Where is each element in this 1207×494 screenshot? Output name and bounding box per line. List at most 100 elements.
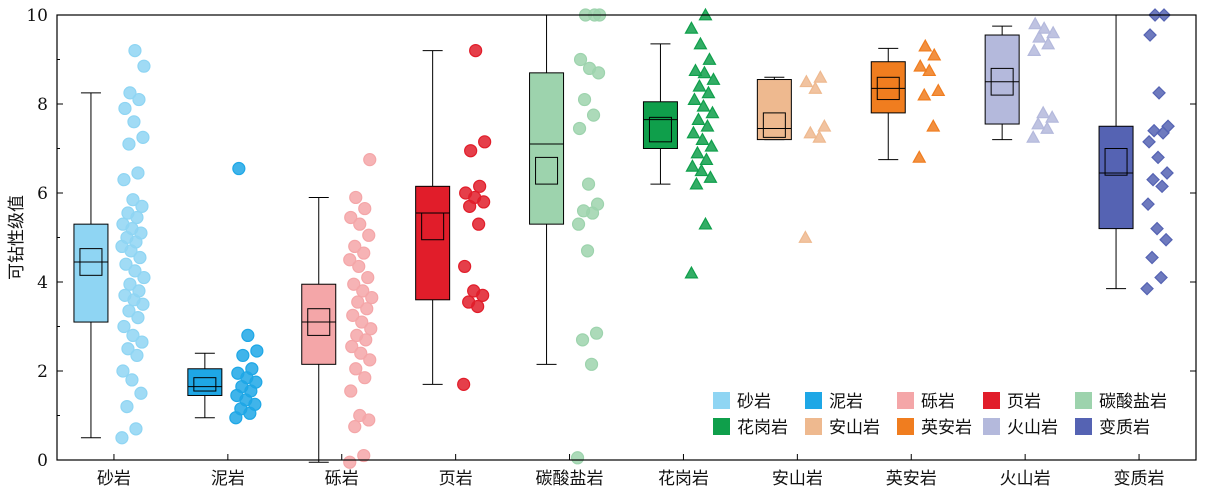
data-point: [705, 105, 720, 119]
data-point: [690, 145, 705, 159]
data-point: [586, 108, 601, 122]
mean-box: [990, 67, 1014, 96]
mean-box: [307, 308, 331, 336]
data-point: [813, 70, 828, 83]
data-point: [577, 92, 592, 107]
data-point: [918, 38, 933, 52]
data-point: [459, 186, 473, 200]
box-group-10: [1098, 8, 1175, 296]
x-tick-label: 花岗岩: [658, 469, 709, 489]
data-point: [364, 322, 378, 336]
data-point: [462, 295, 476, 309]
mean-box: [1104, 148, 1128, 176]
legend-item: 泥岩: [805, 392, 863, 412]
data-point: [121, 342, 135, 356]
data-point: [571, 217, 586, 231]
data-point: [699, 152, 714, 166]
data-point: [913, 58, 928, 72]
data-point: [1155, 179, 1169, 194]
data-point: [580, 244, 595, 258]
y-tick-label: 2: [37, 362, 48, 382]
y-tick-label: 6: [37, 184, 48, 204]
data-point: [363, 353, 377, 367]
data-point: [363, 153, 377, 167]
data-point: [135, 335, 149, 349]
data-point: [345, 339, 359, 354]
box-group-2: [187, 161, 264, 425]
data-point: [357, 448, 371, 463]
legend-label: 英安岩: [921, 418, 972, 438]
data-point: [131, 311, 145, 325]
data-point: [1152, 86, 1166, 100]
legend-swatch: [713, 418, 730, 435]
box-group-4: [415, 43, 492, 391]
data-point: [361, 270, 375, 285]
data-points: [1140, 8, 1175, 296]
data-point: [926, 119, 941, 132]
box-group-1: [73, 43, 151, 445]
data-point: [472, 217, 486, 231]
legend-swatch: [897, 418, 914, 435]
data-point: [1161, 119, 1175, 134]
data-point: [365, 290, 379, 305]
data-point: [817, 119, 832, 132]
data-point: [692, 78, 707, 92]
data-point: [344, 210, 358, 225]
data-point: [349, 362, 363, 376]
legend-swatch: [897, 392, 914, 409]
plot-area: [73, 7, 1175, 469]
box-group-8: [870, 38, 946, 163]
legend-label: 变质岩: [1099, 418, 1150, 438]
data-point: [133, 250, 147, 265]
box-iqr: [529, 72, 565, 225]
data-point: [584, 357, 599, 371]
data-points: [798, 70, 832, 243]
legend-swatch: [1075, 392, 1092, 409]
legend-item: 英安岩: [897, 418, 972, 438]
data-point: [115, 431, 129, 445]
box-iqr: [415, 185, 451, 301]
data-point: [346, 308, 360, 322]
data-point: [1031, 116, 1046, 130]
mean-box: [535, 156, 559, 185]
data-point: [129, 422, 143, 436]
data-point: [701, 85, 716, 99]
data-point: [132, 92, 146, 107]
data-point: [1027, 43, 1042, 57]
box-group-9: [984, 16, 1061, 143]
data-point: [123, 277, 137, 291]
legend-label: 页岩: [1007, 392, 1041, 412]
data-point: [469, 43, 483, 58]
data-point: [1151, 150, 1165, 165]
data-point: [232, 161, 246, 176]
data-points: [343, 153, 379, 469]
data-point: [125, 373, 139, 387]
data-point: [1146, 172, 1160, 187]
box-group-3: [301, 153, 379, 469]
data-point: [912, 150, 927, 163]
data-point: [1036, 105, 1051, 119]
legend-label: 泥岩: [829, 392, 863, 412]
data-point: [119, 257, 133, 271]
data-point: [241, 328, 255, 342]
data-point: [693, 36, 708, 50]
data-point: [354, 346, 368, 360]
data-point: [348, 239, 362, 253]
legend-swatch: [983, 418, 1000, 435]
data-point: [457, 377, 471, 391]
data-point: [358, 201, 372, 216]
data-point: [347, 277, 361, 291]
x-tick-label: 安山岩: [772, 469, 823, 489]
data-point: [352, 259, 366, 274]
mean-box: [421, 212, 445, 241]
data-points: [229, 161, 264, 425]
legend-item: 碳酸盐岩: [1075, 392, 1167, 412]
legend-item: 页岩: [983, 392, 1041, 412]
data-point: [589, 326, 604, 340]
data-point: [464, 144, 478, 158]
data-point: [353, 408, 367, 423]
data-point: [581, 177, 596, 191]
data-point: [116, 217, 130, 231]
